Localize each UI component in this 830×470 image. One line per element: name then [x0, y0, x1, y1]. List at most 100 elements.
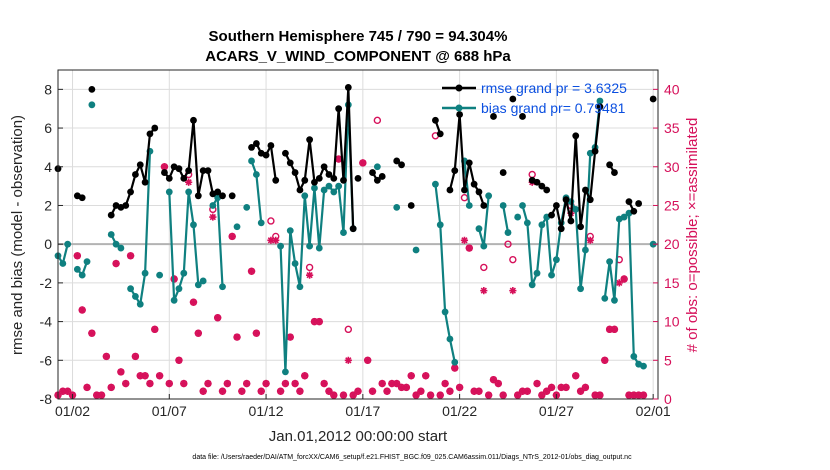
y-right-tick-label-1: 35 [664, 120, 680, 136]
bias-point-20-2 [528, 281, 536, 289]
rmse-point-7-3 [296, 186, 304, 194]
obs-assimilated-point-87 [485, 391, 493, 399]
y-axis-label-left: rmse and bias (model - observation) [9, 115, 26, 355]
y-tick-label-8: -8 [40, 391, 53, 407]
bias-point-2-0 [88, 101, 96, 109]
bias-point-20-4 [538, 221, 546, 229]
obs-assimilated-point-112 [610, 325, 619, 333]
bias-point-0-1 [59, 260, 67, 267]
bias-point-11-12 [335, 182, 343, 190]
rmse-point-11-0 [407, 202, 415, 209]
obs-assimilated-point-4 [73, 252, 81, 260]
bias-point-1-1 [78, 271, 86, 279]
bias-line-segment-10 [250, 160, 263, 223]
rmse-point-3-6 [136, 161, 144, 169]
obs-possible-point-98 [528, 170, 536, 179]
obs-assimilated-point-27 [185, 178, 193, 186]
rmse-point-9-0 [369, 169, 376, 176]
obs-assimilated-point-63 [359, 159, 367, 167]
y-axis-right: 40 35 30 25 20 15 10 5 0 [653, 81, 680, 407]
obs-assimilated-point-39 [243, 379, 251, 388]
bias-point-6-1 [170, 296, 178, 304]
bias-line-segment-7 [211, 196, 224, 287]
obs-assimilated-point-92 [514, 391, 522, 399]
y-tick-label-6: -4 [40, 314, 53, 330]
bias-point-1-2 [83, 258, 91, 265]
obs-assimilated-point-89 [494, 379, 502, 388]
rmse-point-1-1 [78, 194, 86, 202]
obs-assimilated-point-8 [93, 391, 101, 399]
rmse-point-7-2 [291, 169, 299, 176]
rmse-point-7-10 [330, 174, 338, 182]
rmse-point-12-1 [436, 130, 444, 138]
obs-assimilated-point-81 [456, 383, 464, 391]
rmse-point-7-11 [335, 105, 343, 113]
bias-point-20-11 [572, 205, 580, 213]
y-right-tick-label-5: 15 [664, 275, 680, 291]
obs-assimilated-point-23 [165, 379, 173, 388]
rmse-point-2-0 [88, 85, 96, 93]
rmse-point-3-3 [122, 202, 130, 209]
rmse-point-7-12 [340, 176, 347, 184]
bias-point-20-1 [523, 219, 531, 227]
obs-assimilated-point-33 [214, 314, 222, 322]
obs-assimilated-point-20 [151, 325, 159, 333]
obs-assimilated-point-9 [97, 391, 106, 399]
bias-point-1-0 [73, 265, 81, 273]
obs-possible-point-93 [504, 240, 512, 248]
bias-point-8-0 [233, 223, 241, 231]
rmse-point-3-9 [151, 124, 159, 132]
obs-assimilated-point-12 [112, 259, 120, 268]
obs-possible-point-66 [373, 116, 382, 125]
y-tick-label-3: 2 [44, 197, 52, 213]
rmse-point-23-0 [649, 95, 657, 103]
rmse-point-18-2 [538, 182, 546, 190]
y-right-tick-label-0: 40 [664, 81, 680, 97]
rmse-point-7-5 [306, 136, 314, 144]
rmse-point-19-6 [577, 223, 584, 231]
rmse-point-20-0 [606, 161, 614, 169]
obs-assimilated-point-6 [83, 383, 91, 391]
x-tick-label-5: 01/27 [539, 403, 574, 419]
bias-point-21-0 [601, 294, 609, 302]
rmse-point-15-0 [499, 169, 507, 176]
rmse-point-19-1 [552, 202, 560, 209]
data-file-footer: data file: /Users/raeder/DAI/ATM_forcXX/… [192, 454, 632, 461]
rmse-point-3-7 [141, 178, 149, 186]
bias-point-10-0 [248, 157, 255, 165]
chart-title-line2: ACARS_V_WIND_COMPONENT @ 688 hPa [205, 48, 511, 65]
bias-point-17-2 [485, 192, 493, 200]
bias-point-10-1 [252, 171, 260, 178]
obs-assimilated-point-35 [223, 379, 231, 388]
obs-assimilated-point-66 [378, 379, 386, 388]
bias-point-17-1 [480, 242, 488, 250]
obs-assimilated-point-62 [354, 387, 362, 395]
bias-point-3-1 [112, 240, 120, 248]
plot-frame [57, 69, 659, 400]
obs-possible-point-88 [480, 263, 488, 272]
bias-point-21-6 [630, 353, 638, 360]
x-axis: 01/02 01/07 01/12 01/17 01/22 01/27 02/01 [55, 394, 671, 419]
x-tick-label-3: 01/17 [345, 403, 380, 419]
rmse-point-6-0 [248, 144, 255, 151]
rmse-point-19-2 [557, 225, 565, 233]
rmse-point-13-0 [446, 186, 454, 194]
bias-point-16-1 [465, 202, 473, 209]
obs-assimilated-point-90 [499, 391, 507, 399]
rmse-point-8-0 [354, 174, 362, 182]
obs-assimilated-point-37 [233, 333, 241, 341]
bias-point-21-8 [640, 362, 647, 370]
obs-assimilated-point-79 [446, 387, 454, 395]
rmse-point-3-0 [107, 211, 115, 219]
obs-assimilated-point-58 [335, 155, 343, 163]
legend: rmse grand pr = 3.6325 bias grand pr= 0.… [442, 80, 627, 116]
obs-assimilated-point-22 [160, 163, 169, 171]
rmse-point-21-0 [625, 198, 633, 206]
rmse-point-7-9 [325, 171, 333, 178]
bias-point-11-13 [340, 229, 347, 236]
obs-assimilated-point-80 [451, 364, 459, 372]
rmse-point-13-2 [456, 111, 464, 118]
rmse-point-5-0 [228, 192, 236, 200]
legend-rmse-marker [455, 84, 463, 92]
y-axis-left: 8 6 4 2 0 -2 -4 -6 -8 [40, 81, 63, 407]
